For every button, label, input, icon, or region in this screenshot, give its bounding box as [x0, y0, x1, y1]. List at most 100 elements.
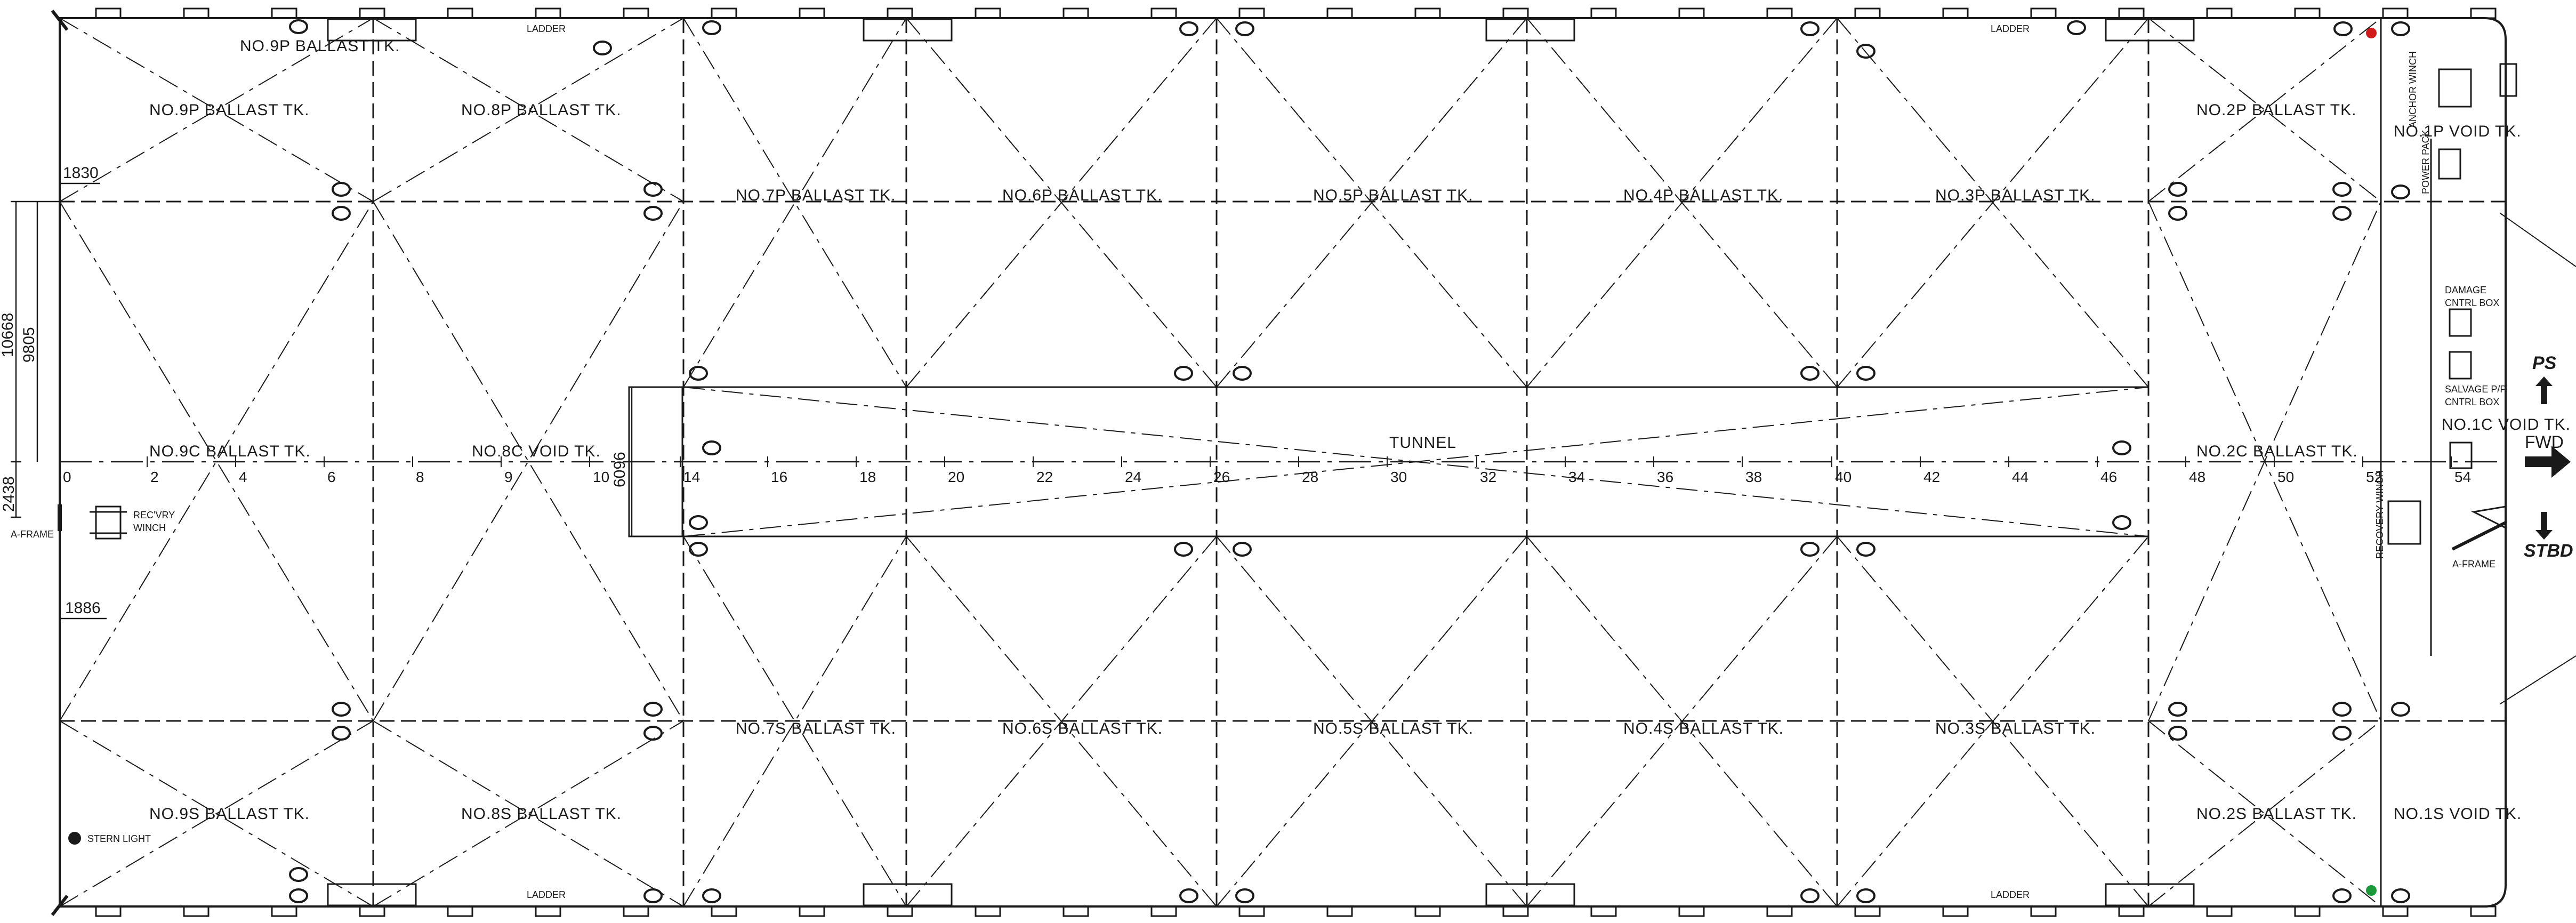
- manhole-46: [1179, 888, 1198, 903]
- tank-label-4s: NO.4S BALLAST TK.: [1623, 720, 1784, 737]
- manhole-16: [2332, 182, 2352, 197]
- diag-p3-b: [1837, 18, 2149, 388]
- diag-9p-b: [59, 18, 374, 202]
- frame-label-14: 14: [683, 469, 700, 485]
- cargo-fitting-port-0: [327, 18, 417, 42]
- diag-s7-b: [683, 536, 907, 907]
- bollard-port: [1678, 7, 1705, 19]
- frame-numbers: 0 2 4 6 8 9 10 14 16 18 20 22 24 26 28 30 32 34 36 38 40 42 44…: [59, 456, 2471, 485]
- port-side-light-icon: [2366, 28, 2377, 38]
- manhole-50: [2332, 888, 2352, 903]
- cargo-fitting-port-2: [1485, 18, 1575, 42]
- diag-9c-b: [59, 201, 374, 721]
- bollard-stbd: [2118, 905, 2145, 917]
- tank-label-1p: NO.1P VOID TK.: [2394, 123, 2522, 140]
- diag-p4-b: [1526, 18, 1838, 388]
- frame-label-54: 54: [2454, 469, 2471, 485]
- tank-label-2p: NO.2P BALLAST TK.: [2196, 101, 2356, 119]
- frame-label-42: 42: [1923, 469, 1940, 485]
- manhole-0: [289, 19, 308, 34]
- bollard-stbd: [1854, 905, 1881, 917]
- manhole-12: [643, 182, 663, 197]
- diag-p5-b: [1216, 18, 1527, 388]
- frame-label-18: 18: [859, 469, 876, 485]
- cargo-fitting-stbd-1: [863, 883, 953, 906]
- tank-label-6s: NO.6S BALLAST TK.: [1002, 720, 1163, 737]
- bollard-stbd: [2382, 905, 2409, 917]
- mooring-line-top: [2500, 213, 2576, 267]
- manholes: [289, 19, 2410, 903]
- bollard-stbd: [711, 905, 737, 917]
- dim-6096: 6096: [611, 452, 629, 487]
- frame-label-30: 30: [1390, 469, 1407, 485]
- bollard-port: [2030, 7, 2057, 19]
- manhole-28: [2112, 515, 2131, 530]
- manhole-51: [2391, 888, 2410, 903]
- dim-1830: 1830: [63, 164, 99, 182]
- bollard-port: [1326, 7, 1353, 19]
- tank-label-8p: NO.8P BALLAST TK.: [461, 101, 621, 119]
- manhole-11: [332, 206, 351, 221]
- manhole-36: [643, 726, 663, 741]
- bollard-port: [2470, 7, 2497, 19]
- frame-label-10: 10: [593, 469, 609, 485]
- recovery-winch-aft-label-1: REC'VRY: [133, 510, 175, 520]
- bollard-port: [2294, 7, 2321, 19]
- bollard-port: [2206, 7, 2233, 19]
- tank-label-7s: NO.7S BALLAST TK.: [736, 720, 896, 737]
- manhole-5: [1800, 21, 1820, 36]
- stern-corner-bottom: [51, 895, 69, 916]
- recovery-winch-aft-label-2: WINCH: [133, 523, 166, 533]
- ladder-bottom-right: LADDER: [1991, 889, 2030, 900]
- bollard-port: [535, 7, 561, 19]
- bollard-stbd: [95, 905, 122, 917]
- bollard-stbd: [2470, 905, 2497, 917]
- manhole-27: [689, 542, 708, 557]
- bollard-port: [1150, 7, 1177, 19]
- manhole-30: [1233, 542, 1252, 557]
- bollard-port: [623, 7, 649, 19]
- diag-2p-b: [2148, 18, 2381, 202]
- dim-10668: 10668: [0, 313, 17, 357]
- manhole-32: [1856, 542, 1875, 557]
- tank-label-6p: NO.6P BALLAST TK.: [1002, 187, 1162, 204]
- manhole-42: [289, 867, 308, 882]
- manhole-45: [702, 888, 721, 903]
- cargo-fitting-stbd-0: [327, 883, 417, 906]
- ladder-top-left: LADDER: [527, 23, 566, 34]
- manhole-48: [1800, 888, 1820, 903]
- diag-9c-a: [59, 201, 374, 721]
- manhole-15: [2168, 206, 2187, 221]
- diag-p7-a: [683, 18, 907, 388]
- frame-label-8: 8: [416, 469, 424, 485]
- bollard-port: [799, 7, 825, 19]
- stern-light-icon: [68, 832, 81, 845]
- bollard-port: [887, 7, 913, 19]
- frame-label-46: 46: [2100, 469, 2117, 485]
- mooring-line-bottom: [2500, 655, 2576, 704]
- diag-s5-b: [1216, 536, 1527, 907]
- frame-label-52: 52: [2366, 469, 2382, 485]
- frame-label-48: 48: [2189, 469, 2205, 485]
- manhole-22: [1800, 366, 1820, 381]
- damage-box-label-2: CNTRL BOX: [2445, 298, 2499, 308]
- frame-label-44: 44: [2012, 469, 2028, 485]
- frame-label-32: 32: [1480, 469, 1496, 485]
- diag-8p-a: [373, 18, 684, 202]
- diag-8c-a: [373, 201, 684, 721]
- tank-label-8s: NO.8S BALLAST TK.: [461, 805, 622, 823]
- ladder-top-right: LADDER: [1991, 23, 2030, 34]
- fwd-arrow-icon: [2525, 446, 2571, 478]
- diag-s4-b: [1526, 536, 1838, 907]
- diag-8c-b: [373, 201, 684, 721]
- tank-label-2c: NO.2C BALLAST TK.: [2196, 443, 2358, 460]
- tank-label-1c: NO.1C VOID TK.: [2442, 416, 2571, 434]
- bollard-port: [359, 7, 385, 19]
- manhole-4: [1235, 21, 1254, 36]
- bollard-stbd: [1238, 905, 1265, 917]
- manhole-38: [2168, 726, 2187, 741]
- tank-label-1s: NO.1S VOID TK.: [2394, 805, 2522, 823]
- cargo-fitting-port-1: [863, 18, 953, 42]
- tank-label-8c: NO.8C VOID TK.: [472, 443, 601, 460]
